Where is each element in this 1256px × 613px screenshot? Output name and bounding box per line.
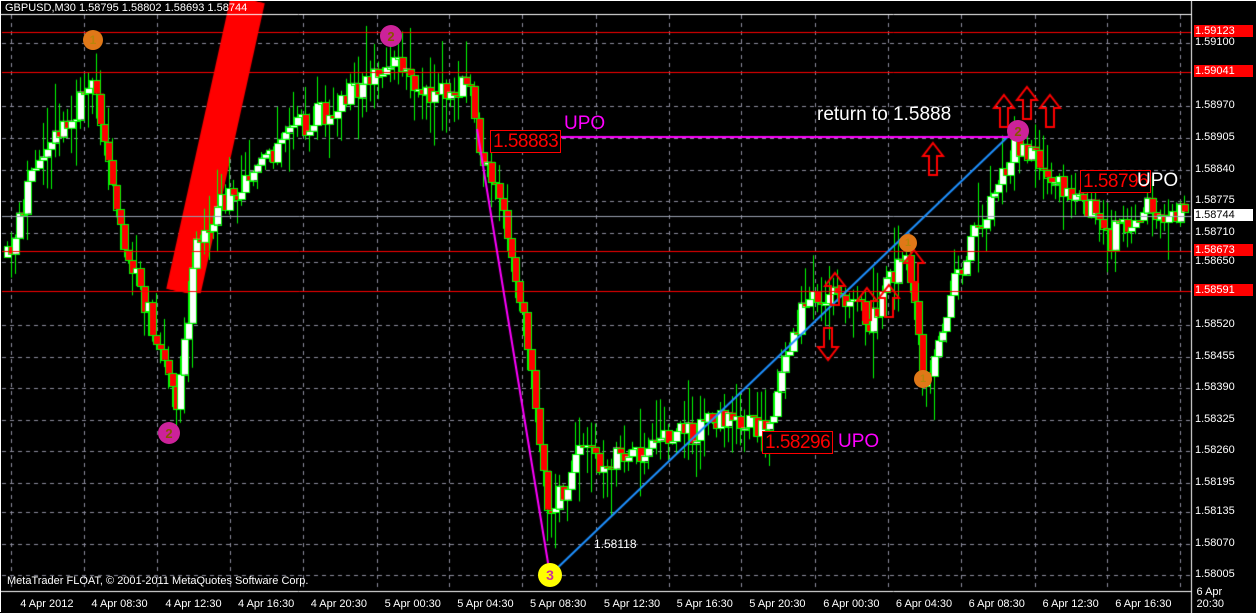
price-alert-label[interactable]: 1.58591 <box>1194 283 1253 296</box>
price-axis-tick: 1.59100 <box>1195 36 1235 49</box>
time-axis-tick: 4 Apr 20:30 <box>310 598 367 610</box>
time-axis-tick: 5 Apr 04:30 <box>457 598 514 610</box>
price-alert-label[interactable]: 1.59041 <box>1194 64 1253 77</box>
price-axis-tick: 1.58455 <box>1195 349 1235 362</box>
price-axis-tick: 1.58135 <box>1195 505 1235 518</box>
fractal-marker-1: 1 <box>83 30 103 50</box>
price-axis-tick: 1.58390 <box>1195 381 1235 394</box>
upo-high-price-tag: 1.58883 <box>490 130 562 153</box>
time-axis-tick: 5 Apr 16:30 <box>676 598 733 610</box>
price-axis-tick: 1.58520 <box>1195 318 1235 331</box>
upo-low-label: UPO <box>838 431 880 452</box>
time-axis-tick: 4 Apr 16:30 <box>238 598 295 610</box>
upo-close-label: UPO <box>1137 170 1179 191</box>
time-axis-tick: 6 Apr 08:30 <box>968 598 1025 610</box>
pivot-low-price: 1.58118 <box>594 537 637 551</box>
price-axis-tick: 1.58325 <box>1195 412 1235 425</box>
upo-close-price-tag: 1.58796 <box>1080 170 1152 193</box>
price-axis-tick: 1.58195 <box>1195 476 1235 489</box>
upo-high-label: UPO <box>564 113 606 134</box>
price-alert-label[interactable]: 1.59123 <box>1194 25 1253 37</box>
time-axis-tick: 6 Apr 16:30 <box>1115 598 1172 610</box>
time-axis-tick: 4 Apr 08:30 <box>91 598 148 610</box>
time-axis-tick: 4 Apr 12:30 <box>165 598 222 610</box>
price-axis-tick: 1.58840 <box>1195 162 1235 175</box>
time-axis-tick: 5 Apr 00:30 <box>384 598 441 610</box>
time-axis-tick: 5 Apr 08:30 <box>529 598 587 610</box>
time-axis-tick: 6 Apr 12:30 <box>1042 598 1099 610</box>
current-price-label: 1.58744 <box>1194 209 1253 222</box>
price-axis-tick: 1.58070 <box>1195 536 1235 549</box>
time-axis-tick: 6 Apr 04:30 <box>895 598 953 610</box>
time-axis-tick: 6 Apr 00:30 <box>823 598 880 610</box>
fractal-marker-3: 3 <box>538 563 562 587</box>
upo-low-price-tag: 1.58296 <box>762 431 834 454</box>
price-axis-tick: 1.58650 <box>1195 254 1235 267</box>
time-axis-tick: 5 Apr 12:30 <box>603 598 661 610</box>
price-axis-tick: 1.58775 <box>1195 194 1235 207</box>
time-axis-tick: 4 Apr 2012 <box>20 598 74 610</box>
price-axis-tick: 1.58710 <box>1195 225 1235 238</box>
fractal-marker-1: 1 <box>914 370 932 388</box>
time-axis-tick: 5 Apr 20:30 <box>749 598 806 610</box>
price-axis-tick: 1.58260 <box>1195 444 1235 457</box>
fractal-marker-1: 1 <box>899 234 917 252</box>
price-alert-label[interactable]: 1.58673 <box>1194 243 1253 256</box>
price-axis-tick: 1.58005 <box>1195 568 1235 581</box>
return-to-label: return to 1.5888 <box>817 104 952 125</box>
fractal-marker-2: 2 <box>380 25 402 47</box>
price-axis-tick: 1.58970 <box>1195 99 1235 112</box>
fractal-marker-2: 2 <box>158 422 180 444</box>
price-axis-tick: 1.58905 <box>1195 130 1235 143</box>
time-axis-tick: 6 Apr 20:30 <box>1196 586 1225 610</box>
fractal-marker-2: 2 <box>1007 120 1029 142</box>
